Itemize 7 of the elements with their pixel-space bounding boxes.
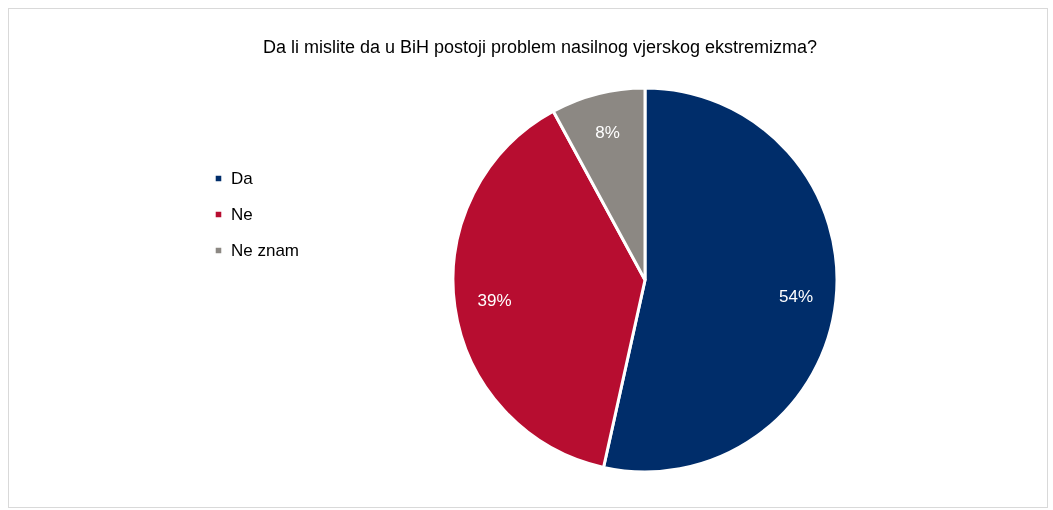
chart-title: Da li mislite da u BiH postoji problem nasilnog vjerskog ekstremizma? (262, 37, 818, 57)
data-label: 54% (779, 286, 814, 306)
legend-label: Ne znam (231, 240, 300, 260)
data-label: 39% (477, 291, 512, 311)
legend-label: Ne (231, 204, 253, 224)
data-label: 8% (595, 122, 620, 142)
legend-label: Da (231, 168, 254, 188)
